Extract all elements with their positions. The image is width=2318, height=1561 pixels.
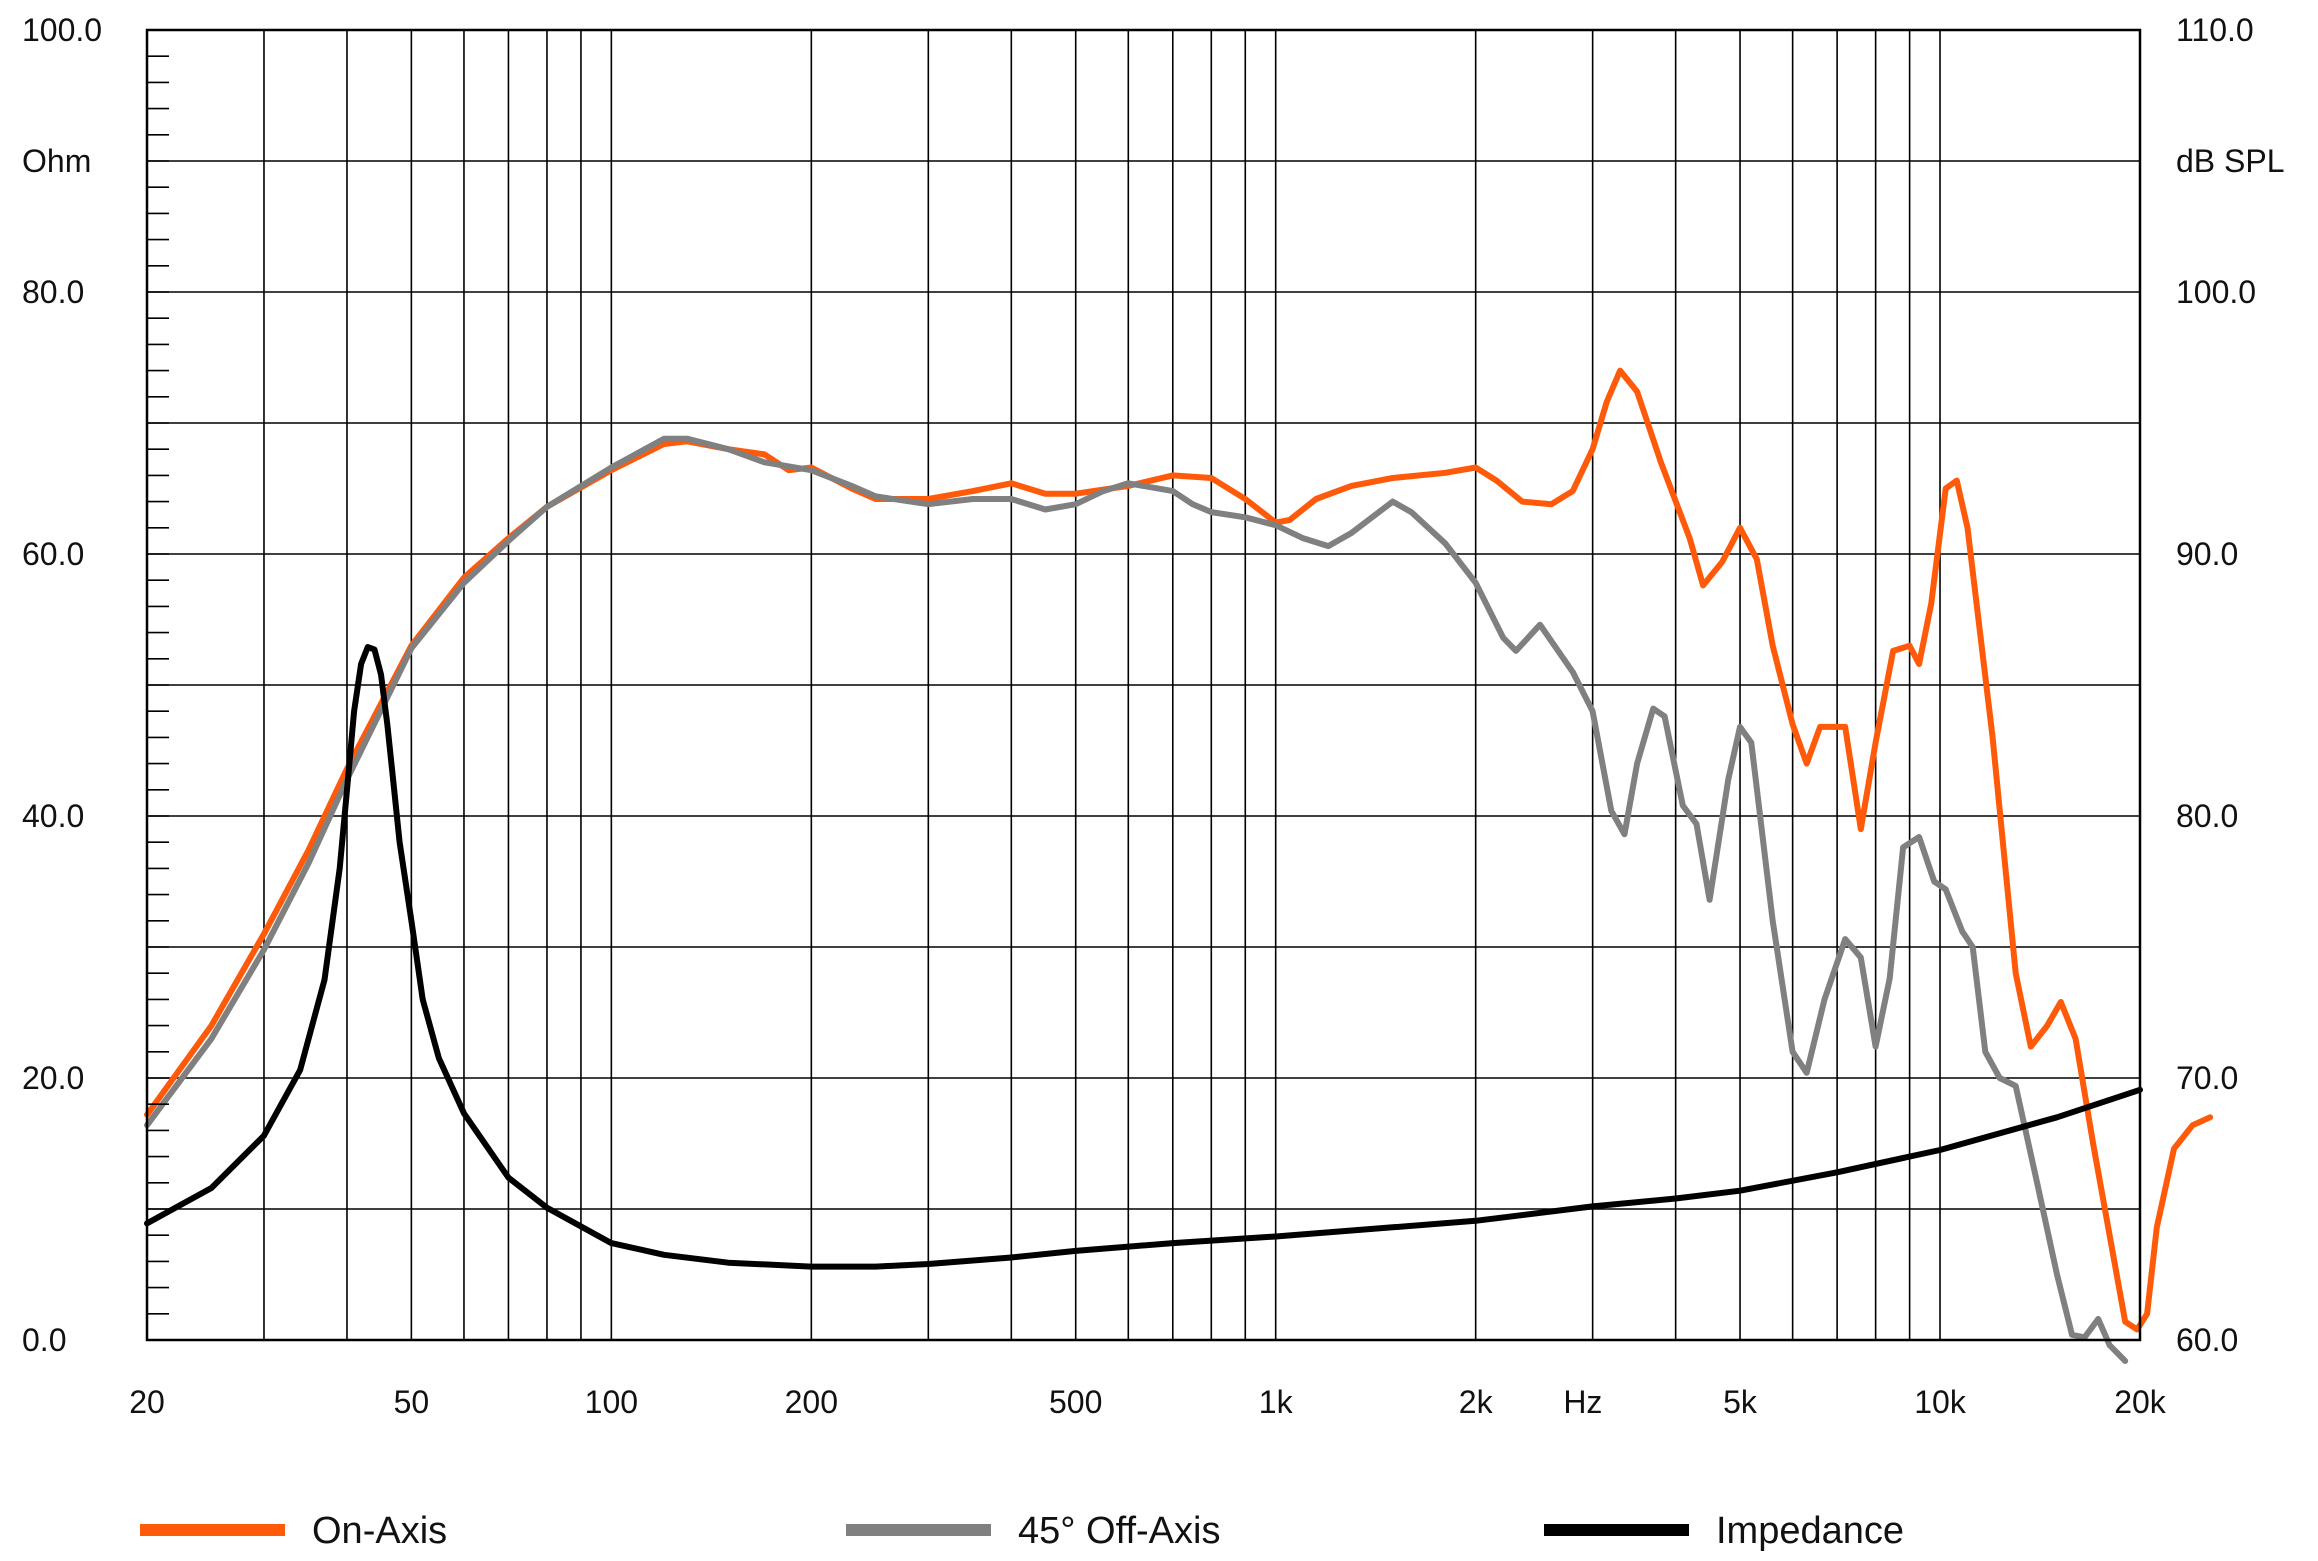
left-axis-tick-label: 40.0 <box>22 798 84 834</box>
right-axis-tick-label: 60.0 <box>2176 1322 2238 1358</box>
legend-label-off-axis: 45° Off-Axis <box>1018 1510 1220 1552</box>
right-axis-tick-label: 80.0 <box>2176 798 2238 834</box>
tick-labels: 0.0 20.0 40.0 60.0 80.0 100.0 60.0 70.0 80.0 90.0… <box>22 12 2285 1420</box>
left-axis-tick-label: 20.0 <box>22 1060 84 1096</box>
x-axis-tick-label: 200 <box>785 1384 838 1420</box>
left-axis-tick-label: 60.0 <box>22 536 84 572</box>
plot-frame <box>145 28 2142 1342</box>
x-axis-label: Hz <box>1563 1384 1602 1420</box>
right-axis-tick-label: 70.0 <box>2176 1060 2238 1096</box>
x-axis-tick-label: 500 <box>1049 1384 1102 1420</box>
curves <box>144 367 2214 1364</box>
right-axis-tick-label: 110.0 <box>2176 12 2254 48</box>
left-axis-tick-label: 80.0 <box>22 274 84 310</box>
left-axis-tick-label: 100.0 <box>22 12 102 48</box>
legend-label-impedance: Impedance <box>1716 1510 1904 1552</box>
x-axis-tick-label: 5k <box>1723 1384 1758 1420</box>
x-axis-tick-label: 100 <box>585 1384 638 1420</box>
left-axis-label: Ohm <box>22 143 91 179</box>
axes <box>145 28 2142 1342</box>
x-axis-tick-label: 10k <box>1914 1384 1967 1420</box>
x-axis-tick-label: 2k <box>1459 1384 1494 1420</box>
x-axis-tick-label: 50 <box>394 1384 430 1420</box>
right-axis-tick-label: 90.0 <box>2176 536 2238 572</box>
curve-impedance <box>144 644 2143 1270</box>
x-axis-tick-label: 20k <box>2114 1384 2167 1420</box>
right-axis-tick-label: 100.0 <box>2176 274 2256 310</box>
right-axis-label: dB SPL <box>2176 143 2285 179</box>
x-axis-tick-label: 20 <box>129 1384 165 1420</box>
left-axis-tick-label: 0.0 <box>22 1322 66 1358</box>
grid-lines <box>147 30 2140 1340</box>
legend-label-on-axis: On-Axis <box>312 1510 447 1552</box>
curve-45-off-axis <box>144 435 2129 1364</box>
legend: On-Axis 45° Off-Axis Impedance <box>140 1510 1904 1552</box>
x-axis-tick-label: 1k <box>1259 1384 1294 1420</box>
curve-on-axis <box>144 367 2214 1333</box>
